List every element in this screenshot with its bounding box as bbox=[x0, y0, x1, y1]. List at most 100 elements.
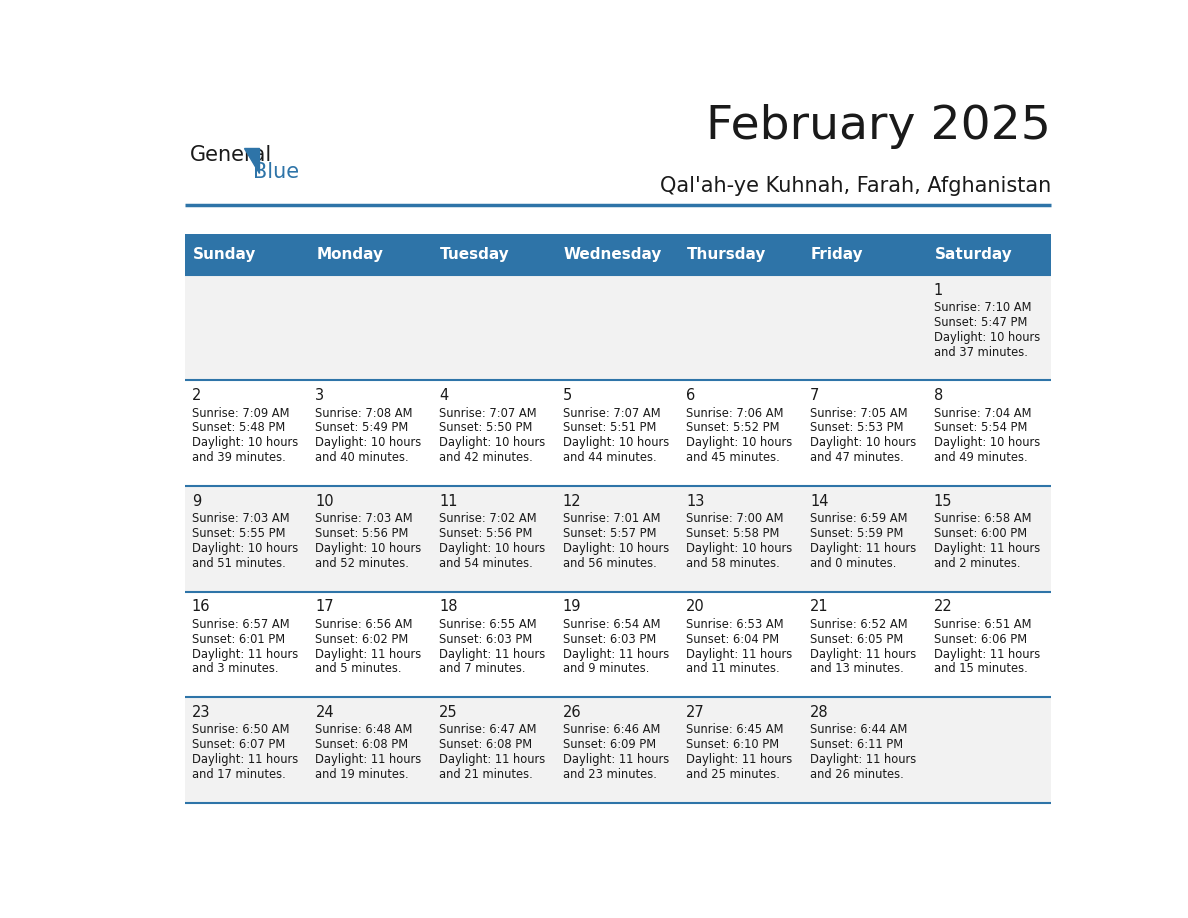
Text: 15: 15 bbox=[934, 494, 952, 509]
Text: Sunset: 6:03 PM: Sunset: 6:03 PM bbox=[440, 633, 532, 645]
Text: and 56 minutes.: and 56 minutes. bbox=[563, 556, 657, 570]
Text: Sunrise: 6:51 AM: Sunrise: 6:51 AM bbox=[934, 618, 1031, 631]
Text: 4: 4 bbox=[440, 388, 448, 403]
Text: Sunset: 5:53 PM: Sunset: 5:53 PM bbox=[810, 421, 903, 434]
Text: Sunrise: 6:48 AM: Sunrise: 6:48 AM bbox=[315, 723, 412, 736]
Text: Daylight: 10 hours: Daylight: 10 hours bbox=[810, 436, 916, 449]
Text: Sunrise: 6:50 AM: Sunrise: 6:50 AM bbox=[191, 723, 289, 736]
Text: and 21 minutes.: and 21 minutes. bbox=[440, 768, 532, 781]
Text: Daylight: 10 hours: Daylight: 10 hours bbox=[934, 436, 1040, 449]
Text: Sunrise: 6:59 AM: Sunrise: 6:59 AM bbox=[810, 512, 908, 525]
Text: Sunrise: 7:03 AM: Sunrise: 7:03 AM bbox=[191, 512, 290, 525]
Text: and 0 minutes.: and 0 minutes. bbox=[810, 556, 896, 570]
Text: and 39 minutes.: and 39 minutes. bbox=[191, 451, 285, 465]
Text: Sunset: 6:09 PM: Sunset: 6:09 PM bbox=[563, 738, 656, 751]
Text: Daylight: 11 hours: Daylight: 11 hours bbox=[315, 647, 422, 661]
Text: and 5 minutes.: and 5 minutes. bbox=[315, 663, 402, 676]
Text: Daylight: 10 hours: Daylight: 10 hours bbox=[440, 542, 545, 554]
Text: Tuesday: Tuesday bbox=[440, 247, 510, 262]
Text: Sunset: 6:07 PM: Sunset: 6:07 PM bbox=[191, 738, 285, 751]
Text: and 2 minutes.: and 2 minutes. bbox=[934, 556, 1020, 570]
Text: 26: 26 bbox=[563, 705, 581, 720]
Text: Sunrise: 6:58 AM: Sunrise: 6:58 AM bbox=[934, 512, 1031, 525]
Text: Sunrise: 7:07 AM: Sunrise: 7:07 AM bbox=[440, 407, 537, 420]
Text: Sunset: 6:06 PM: Sunset: 6:06 PM bbox=[934, 633, 1026, 645]
Text: Sunrise: 7:05 AM: Sunrise: 7:05 AM bbox=[810, 407, 908, 420]
Text: Daylight: 11 hours: Daylight: 11 hours bbox=[440, 753, 545, 767]
Text: Daylight: 11 hours: Daylight: 11 hours bbox=[563, 647, 669, 661]
Text: and 58 minutes.: and 58 minutes. bbox=[687, 556, 781, 570]
Text: Sunset: 5:52 PM: Sunset: 5:52 PM bbox=[687, 421, 779, 434]
Text: Daylight: 11 hours: Daylight: 11 hours bbox=[810, 753, 916, 767]
Text: and 11 minutes.: and 11 minutes. bbox=[687, 663, 781, 676]
Bar bbox=[185, 592, 1051, 698]
Text: Sunrise: 6:53 AM: Sunrise: 6:53 AM bbox=[687, 618, 784, 631]
Text: Sunrise: 6:47 AM: Sunrise: 6:47 AM bbox=[440, 723, 537, 736]
Text: Blue: Blue bbox=[253, 162, 298, 183]
Text: Sunset: 5:47 PM: Sunset: 5:47 PM bbox=[934, 316, 1026, 329]
Text: 1: 1 bbox=[934, 283, 943, 297]
Text: Sunset: 5:59 PM: Sunset: 5:59 PM bbox=[810, 527, 903, 540]
Text: and 26 minutes.: and 26 minutes. bbox=[810, 768, 904, 781]
Text: and 40 minutes.: and 40 minutes. bbox=[315, 451, 409, 465]
Text: and 44 minutes.: and 44 minutes. bbox=[563, 451, 656, 465]
Text: Sunrise: 6:56 AM: Sunrise: 6:56 AM bbox=[315, 618, 413, 631]
Text: Thursday: Thursday bbox=[687, 247, 766, 262]
Text: 6: 6 bbox=[687, 388, 695, 403]
Text: and 54 minutes.: and 54 minutes. bbox=[440, 556, 532, 570]
Bar bbox=[185, 234, 1051, 274]
Text: and 37 minutes.: and 37 minutes. bbox=[934, 345, 1028, 359]
Text: and 7 minutes.: and 7 minutes. bbox=[440, 663, 525, 676]
Text: Sunset: 6:10 PM: Sunset: 6:10 PM bbox=[687, 738, 779, 751]
Bar bbox=[185, 380, 1051, 486]
Bar bbox=[185, 698, 1051, 803]
Text: and 51 minutes.: and 51 minutes. bbox=[191, 556, 285, 570]
Text: Daylight: 10 hours: Daylight: 10 hours bbox=[191, 436, 298, 449]
Text: Sunrise: 6:54 AM: Sunrise: 6:54 AM bbox=[563, 618, 661, 631]
Text: 25: 25 bbox=[440, 705, 457, 720]
Text: Daylight: 11 hours: Daylight: 11 hours bbox=[934, 647, 1040, 661]
Text: 12: 12 bbox=[563, 494, 581, 509]
Text: 22: 22 bbox=[934, 599, 953, 614]
Text: 23: 23 bbox=[191, 705, 210, 720]
Polygon shape bbox=[245, 148, 259, 174]
Text: Qal'ah-ye Kuhnah, Farah, Afghanistan: Qal'ah-ye Kuhnah, Farah, Afghanistan bbox=[659, 176, 1051, 196]
Text: Sunrise: 6:55 AM: Sunrise: 6:55 AM bbox=[440, 618, 537, 631]
Text: 2: 2 bbox=[191, 388, 201, 403]
Text: Monday: Monday bbox=[316, 247, 384, 262]
Text: Daylight: 11 hours: Daylight: 11 hours bbox=[440, 647, 545, 661]
Text: and 23 minutes.: and 23 minutes. bbox=[563, 768, 657, 781]
Text: Daylight: 10 hours: Daylight: 10 hours bbox=[687, 542, 792, 554]
Text: and 47 minutes.: and 47 minutes. bbox=[810, 451, 904, 465]
Text: 8: 8 bbox=[934, 388, 943, 403]
Text: Sunset: 5:48 PM: Sunset: 5:48 PM bbox=[191, 421, 285, 434]
Text: 13: 13 bbox=[687, 494, 704, 509]
Text: Daylight: 10 hours: Daylight: 10 hours bbox=[563, 436, 669, 449]
Text: 18: 18 bbox=[440, 599, 457, 614]
Text: Sunrise: 7:04 AM: Sunrise: 7:04 AM bbox=[934, 407, 1031, 420]
Text: and 3 minutes.: and 3 minutes. bbox=[191, 663, 278, 676]
Text: Sunrise: 6:44 AM: Sunrise: 6:44 AM bbox=[810, 723, 908, 736]
Text: and 49 minutes.: and 49 minutes. bbox=[934, 451, 1028, 465]
Text: 7: 7 bbox=[810, 388, 820, 403]
Text: 10: 10 bbox=[315, 494, 334, 509]
Bar bbox=[185, 274, 1051, 380]
Text: 9: 9 bbox=[191, 494, 201, 509]
Text: General: General bbox=[190, 145, 272, 164]
Text: Daylight: 10 hours: Daylight: 10 hours bbox=[687, 436, 792, 449]
Text: Sunset: 5:56 PM: Sunset: 5:56 PM bbox=[440, 527, 532, 540]
Text: Sunrise: 6:52 AM: Sunrise: 6:52 AM bbox=[810, 618, 908, 631]
Text: 19: 19 bbox=[563, 599, 581, 614]
Bar bbox=[185, 486, 1051, 592]
Text: 14: 14 bbox=[810, 494, 828, 509]
Text: Sunset: 6:04 PM: Sunset: 6:04 PM bbox=[687, 633, 779, 645]
Text: and 25 minutes.: and 25 minutes. bbox=[687, 768, 781, 781]
Text: and 45 minutes.: and 45 minutes. bbox=[687, 451, 781, 465]
Text: Sunday: Sunday bbox=[192, 247, 257, 262]
Text: Saturday: Saturday bbox=[935, 247, 1012, 262]
Text: February 2025: February 2025 bbox=[706, 104, 1051, 149]
Text: Sunrise: 7:00 AM: Sunrise: 7:00 AM bbox=[687, 512, 784, 525]
Text: Sunrise: 6:46 AM: Sunrise: 6:46 AM bbox=[563, 723, 661, 736]
Text: and 17 minutes.: and 17 minutes. bbox=[191, 768, 285, 781]
Text: Daylight: 10 hours: Daylight: 10 hours bbox=[563, 542, 669, 554]
